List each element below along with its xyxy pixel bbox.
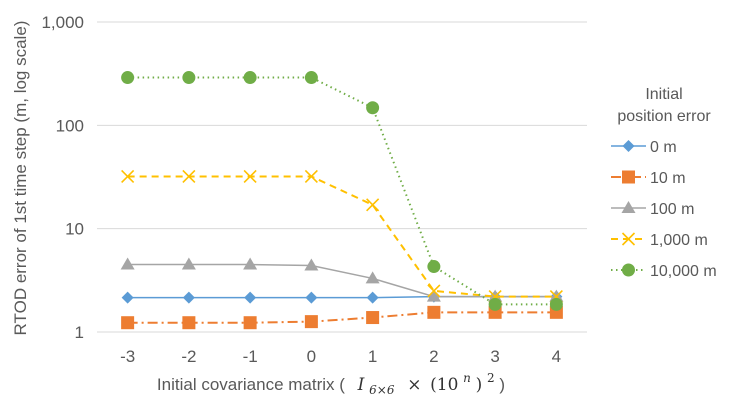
- x-axis-title-power: 2: [487, 371, 495, 385]
- legend-label: 10 m: [650, 170, 686, 187]
- data-point: [366, 198, 380, 212]
- x-tick-label: 0: [307, 347, 316, 366]
- data-point: [488, 297, 502, 311]
- x-axis-title-times: ×: [407, 375, 421, 395]
- legend-swatch-marker: [621, 201, 636, 213]
- series-3: [121, 169, 563, 304]
- legend-title: Initial: [645, 86, 682, 103]
- y-tick-label: 10: [65, 220, 84, 239]
- x-tick-label: 3: [490, 347, 499, 366]
- data-point: [182, 291, 195, 304]
- y-axis-ticks: 1 10 100 1,000: [41, 13, 84, 342]
- data-point: [304, 315, 318, 329]
- data-point: [243, 71, 257, 85]
- x-axis-title-suffix: ): [499, 375, 505, 394]
- x-axis-title-paren-open: (10: [430, 375, 458, 395]
- data-point: [121, 169, 135, 184]
- legend-title: position error: [617, 108, 711, 125]
- x-axis-title-prefix: Initial covariance matrix (: [157, 375, 345, 394]
- data-point: [182, 71, 196, 85]
- data-point: [427, 305, 441, 319]
- x-axis-title-matrix: I: [357, 375, 365, 395]
- y-tick-label: 100: [56, 116, 84, 135]
- data-point: [181, 257, 196, 270]
- x-axis-title-exponent: n: [463, 371, 471, 385]
- legend-label: 0 m: [650, 139, 677, 156]
- legend-item: 10,000 m: [611, 263, 717, 280]
- legend-swatch-marker: [621, 232, 636, 246]
- data-point: [121, 316, 135, 330]
- data-point: [427, 260, 441, 274]
- legend-item: 10 m: [611, 170, 686, 187]
- x-axis-title-matrix-sub: 6×6: [369, 383, 395, 397]
- series-line: [127, 311, 557, 324]
- data-point: [304, 169, 318, 184]
- data-point: [366, 311, 380, 325]
- x-axis-title: Initial covariance matrix ( I 6×6 × (10 …: [157, 367, 505, 398]
- legend-label: 1,000 m: [650, 232, 708, 249]
- data-point: [243, 169, 257, 184]
- data-point: [365, 271, 380, 284]
- legend-swatch-marker: [622, 140, 635, 152]
- legend-item: 100 m: [611, 201, 694, 218]
- data-point: [121, 71, 135, 85]
- legend: Initial position error 0 m 10 m 100 m 1,000 m…: [611, 86, 717, 280]
- series-4: [121, 71, 563, 311]
- legend-item: 0 m: [611, 139, 677, 156]
- data-point: [304, 258, 319, 271]
- data-point: [549, 297, 563, 311]
- y-tick-label: 1,000: [41, 13, 84, 32]
- data-point: [182, 316, 196, 330]
- data-point: [426, 289, 441, 302]
- legend-swatch-marker: [622, 170, 635, 184]
- series-line: [127, 175, 557, 298]
- legend-swatch-marker: [622, 263, 635, 277]
- data-point: [427, 284, 441, 298]
- data-point: [305, 291, 318, 304]
- legend-label: 100 m: [650, 201, 694, 218]
- data-point: [366, 101, 380, 115]
- legend-item: 1,000 m: [611, 232, 708, 249]
- x-tick-label: 1: [368, 347, 377, 366]
- data-point: [121, 291, 134, 304]
- data-point: [243, 316, 257, 330]
- series-1: [121, 305, 563, 330]
- gridlines: [97, 21, 587, 333]
- series-group: [120, 71, 564, 330]
- data-point: [304, 71, 318, 85]
- data-point: [366, 291, 379, 304]
- data-point: [243, 257, 258, 270]
- y-tick-label: 1: [75, 323, 84, 342]
- x-tick-label: -1: [243, 347, 258, 366]
- x-axis-ticks: -3 -2 -1 0 1 2 3 4: [120, 347, 561, 366]
- data-point: [120, 257, 135, 270]
- x-tick-label: 2: [429, 347, 438, 366]
- x-tick-label: -2: [181, 347, 196, 366]
- series-line: [127, 76, 557, 306]
- y-axis-title: RTOD error of 1st time step (m, log scal…: [11, 21, 30, 336]
- x-tick-label: 4: [552, 347, 561, 366]
- x-tick-label: -3: [120, 347, 135, 366]
- x-axis-title-paren-close: ): [476, 375, 483, 395]
- data-point: [244, 291, 257, 304]
- legend-label: 10,000 m: [650, 263, 717, 280]
- data-point: [182, 169, 196, 184]
